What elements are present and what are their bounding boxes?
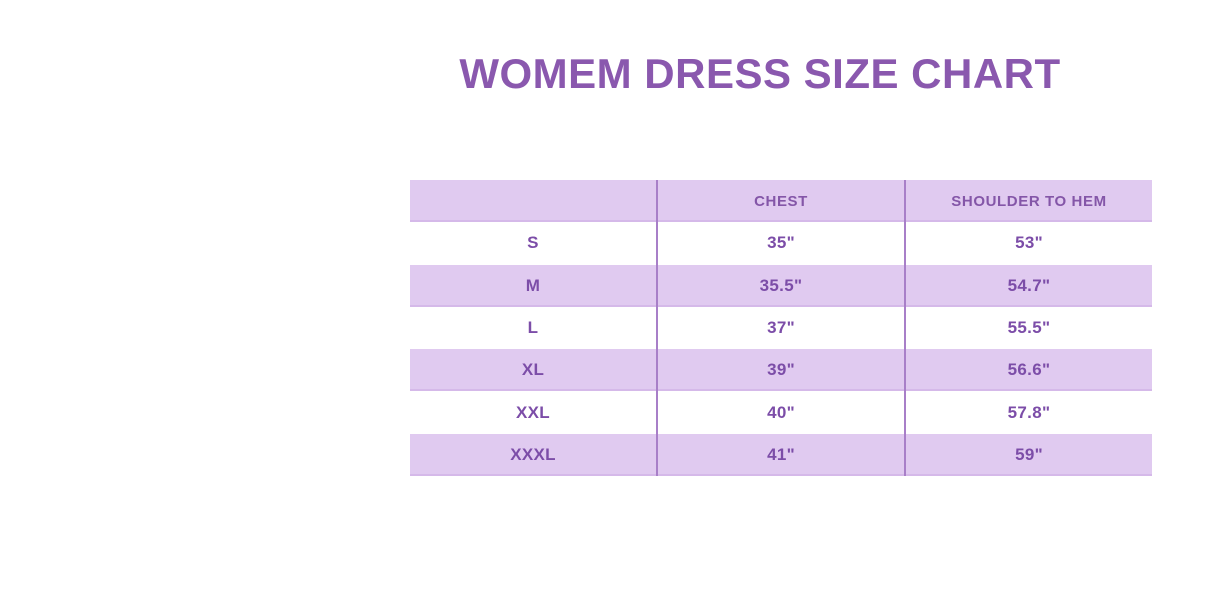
cell-shoulder-to-hem: 59" bbox=[1015, 444, 1043, 464]
header-cell-chest: CHEST bbox=[658, 180, 906, 223]
cell-size: L bbox=[410, 306, 658, 350]
cell-size: XXXL bbox=[410, 433, 658, 477]
cell-shoulder-to-hem: 53" bbox=[1015, 233, 1043, 253]
table-row: M 35.5" 54.7" bbox=[410, 264, 1152, 307]
table-row: XL 39" 56.6" bbox=[410, 349, 1152, 392]
cell-size: S bbox=[410, 222, 658, 265]
cell-chest: 40" bbox=[658, 391, 906, 434]
table-row: L 37" 55.5" bbox=[410, 306, 1152, 350]
cell-chest: 35.5" bbox=[658, 264, 906, 307]
table-row: XXL 40" 57.8" bbox=[410, 391, 1152, 434]
cell-shoulder-to-hem: 57.8" bbox=[1007, 402, 1051, 422]
cell-shoulder-to-hem: 56.6" bbox=[1007, 360, 1051, 380]
cell-shoulder-to-hem: 54.7" bbox=[1007, 275, 1051, 295]
cell-size: M bbox=[410, 264, 658, 307]
cell-chest: 35" bbox=[658, 222, 906, 265]
table-header-row: CHEST SHOULDER TO HEM bbox=[410, 180, 1152, 223]
table-row: XXXL 41" 59" bbox=[410, 433, 1152, 477]
table-row: S 35" 53" bbox=[410, 222, 1152, 265]
cell-shoulder-to-hem: 55.5" bbox=[1007, 318, 1051, 338]
size-chart-table: CHEST SHOULDER TO HEM S 35" 53" M 35.5" … bbox=[410, 180, 1152, 477]
cell-size: XL bbox=[410, 349, 658, 392]
header-cell-size bbox=[410, 180, 658, 223]
page-title: WOMEM DRESS SIZE CHART bbox=[459, 50, 1061, 97]
cell-chest: 41" bbox=[658, 433, 906, 477]
header-cell-shoulder-to-hem: SHOULDER TO HEM bbox=[951, 192, 1107, 210]
cell-chest: 39" bbox=[658, 349, 906, 392]
cell-chest: 37" bbox=[658, 306, 906, 350]
cell-size: XXL bbox=[410, 391, 658, 434]
